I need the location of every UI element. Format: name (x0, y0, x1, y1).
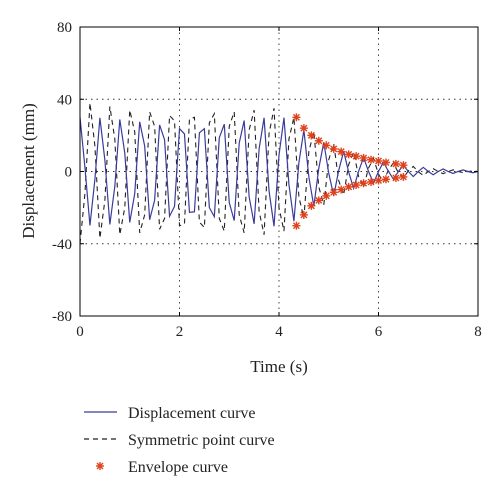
x-tick-label: 2 (176, 324, 184, 340)
envelope-curve-marker (399, 172, 408, 181)
legend-label-displacement-curve: Displacement curve (128, 405, 256, 422)
envelope-curve-marker (292, 113, 301, 122)
envelope-curve-marker (367, 155, 376, 164)
envelope-curve-marker (344, 150, 353, 159)
envelope-curve-marker (337, 147, 346, 156)
envelope-curve-marker (314, 196, 323, 205)
envelope-curve-marker (359, 179, 368, 188)
envelope-curve-marker (329, 188, 338, 197)
y-axis-title: Displacement (mm) (19, 103, 38, 239)
symmetric-point-curve-line (79, 102, 479, 244)
envelope-curve-marker (381, 158, 390, 167)
legend-marker-envelope-curve (96, 462, 104, 470)
envelope-curve-marker (322, 141, 331, 150)
y-tick-label: 80 (57, 20, 72, 36)
x-tick-label: 6 (375, 324, 383, 340)
x-tick-label: 0 (76, 324, 84, 340)
envelope-curve-marker (367, 177, 376, 186)
plot-series (79, 102, 479, 244)
envelope-curve-marker (374, 157, 383, 166)
envelope-curve-marker (381, 175, 390, 184)
envelope-curve-marker (299, 124, 308, 133)
y-tick-label: 0 (65, 165, 73, 181)
envelope-curve-marker (399, 161, 408, 170)
envelope-curve-marker (307, 131, 316, 140)
envelope-curve-marker (344, 182, 353, 191)
envelope-curve-marker (391, 159, 400, 168)
x-tick-label: 4 (275, 324, 283, 340)
envelope-curve-marker (391, 174, 400, 182)
envelope-curve-marker (299, 210, 308, 219)
y-tick-label: 40 (57, 92, 72, 108)
legend: Displacement curve Symmetric point curve… (84, 405, 275, 476)
legend-label-symmetric-point-curve: Symmetric point curve (128, 432, 275, 449)
y-tick-label: -40 (52, 237, 72, 253)
envelope-curve-marker (307, 201, 316, 210)
envelope-curve-marker (359, 153, 368, 162)
envelope-curve-marker (329, 144, 338, 153)
x-tick-label: 8 (474, 324, 482, 340)
envelope-curve-marker (352, 152, 361, 161)
envelope-curve-marker (374, 176, 383, 185)
envelope-curve-marker (322, 191, 331, 200)
envelope-curve-marker (337, 185, 346, 194)
displacement-curve-line (79, 117, 479, 227)
envelope-curve-marker (314, 136, 323, 145)
axis-ticks: 0 2 4 6 8 80 40 0 -40 -80 (52, 20, 482, 340)
envelope-curve-marker (352, 181, 361, 190)
envelope-curve-marker (292, 221, 301, 230)
y-tick-label: -80 (52, 309, 72, 325)
x-axis-title: Time (s) (250, 357, 307, 376)
legend-label-envelope-curve: Envelope curve (128, 459, 228, 476)
